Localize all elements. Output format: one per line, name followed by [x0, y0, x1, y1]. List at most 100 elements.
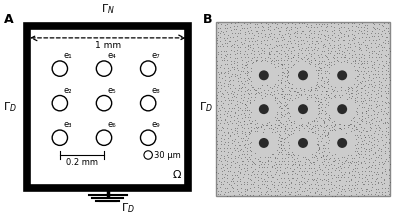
Point: [309, 37, 315, 40]
Point: [218, 139, 224, 142]
Point: [214, 148, 220, 152]
Point: [221, 154, 228, 157]
Point: [370, 160, 376, 164]
Point: [276, 180, 282, 183]
Point: [286, 183, 292, 186]
Point: [354, 142, 360, 146]
Point: [371, 131, 378, 135]
Point: [346, 172, 352, 175]
Point: [321, 183, 327, 186]
Point: [288, 65, 294, 69]
Point: [282, 186, 288, 189]
Point: [288, 191, 294, 194]
Point: [224, 115, 230, 118]
Point: [227, 166, 234, 169]
Point: [282, 83, 288, 86]
Point: [230, 83, 236, 87]
Point: [368, 92, 374, 96]
Point: [327, 128, 334, 132]
Point: [255, 49, 261, 52]
Point: [346, 51, 352, 55]
Point: [365, 114, 372, 117]
Point: [370, 76, 376, 79]
Point: [345, 153, 352, 157]
Point: [230, 36, 236, 39]
Point: [312, 63, 319, 66]
Point: [328, 96, 334, 99]
Point: [277, 78, 284, 81]
Point: [228, 163, 234, 166]
Point: [352, 154, 359, 157]
Point: [232, 137, 238, 140]
Point: [271, 28, 278, 31]
Point: [251, 186, 257, 189]
Point: [235, 123, 241, 126]
Point: [386, 46, 392, 50]
Point: [319, 178, 325, 182]
Point: [214, 126, 220, 129]
Point: [329, 46, 336, 50]
Point: [247, 22, 254, 25]
Point: [352, 100, 358, 104]
Point: [340, 38, 346, 41]
Point: [241, 108, 248, 112]
Point: [247, 100, 253, 104]
Point: [257, 90, 264, 94]
Point: [344, 125, 351, 129]
Point: [225, 92, 232, 95]
Point: [385, 130, 392, 133]
Point: [322, 62, 328, 66]
Point: [363, 71, 369, 75]
Point: [300, 38, 307, 42]
Point: [370, 38, 376, 41]
Point: [372, 163, 378, 167]
Point: [375, 148, 382, 152]
Point: [242, 156, 249, 159]
Point: [268, 126, 274, 129]
Point: [289, 159, 296, 163]
Point: [358, 62, 364, 65]
Point: [241, 26, 247, 30]
Point: [296, 163, 302, 166]
Point: [214, 192, 221, 196]
Point: [366, 135, 372, 138]
Point: [294, 42, 301, 46]
Point: [329, 129, 335, 132]
Point: [351, 124, 357, 127]
Point: [268, 189, 274, 192]
Point: [241, 119, 247, 123]
Point: [381, 107, 388, 110]
Point: [232, 127, 238, 130]
Point: [268, 165, 275, 169]
Point: [351, 186, 357, 189]
Point: [227, 113, 234, 117]
Point: [305, 48, 312, 52]
Point: [266, 126, 272, 129]
Point: [284, 53, 290, 56]
Point: [351, 119, 358, 123]
Point: [288, 25, 294, 29]
Point: [284, 103, 290, 106]
Point: [364, 43, 370, 46]
Point: [308, 93, 314, 96]
Point: [349, 173, 355, 177]
Point: [322, 128, 329, 131]
Point: [330, 89, 336, 93]
Point: [237, 120, 244, 123]
Point: [272, 116, 278, 119]
Point: [309, 156, 316, 159]
Point: [268, 21, 275, 25]
Point: [368, 174, 375, 177]
Point: [251, 162, 258, 165]
Point: [308, 162, 314, 165]
Point: [214, 96, 221, 100]
Point: [301, 89, 307, 92]
Point: [258, 179, 265, 182]
Text: e₁: e₁: [64, 51, 72, 60]
Point: [231, 139, 237, 143]
Point: [231, 166, 238, 169]
Point: [234, 135, 241, 138]
Point: [357, 46, 364, 49]
Point: [274, 189, 281, 193]
Point: [364, 179, 371, 183]
